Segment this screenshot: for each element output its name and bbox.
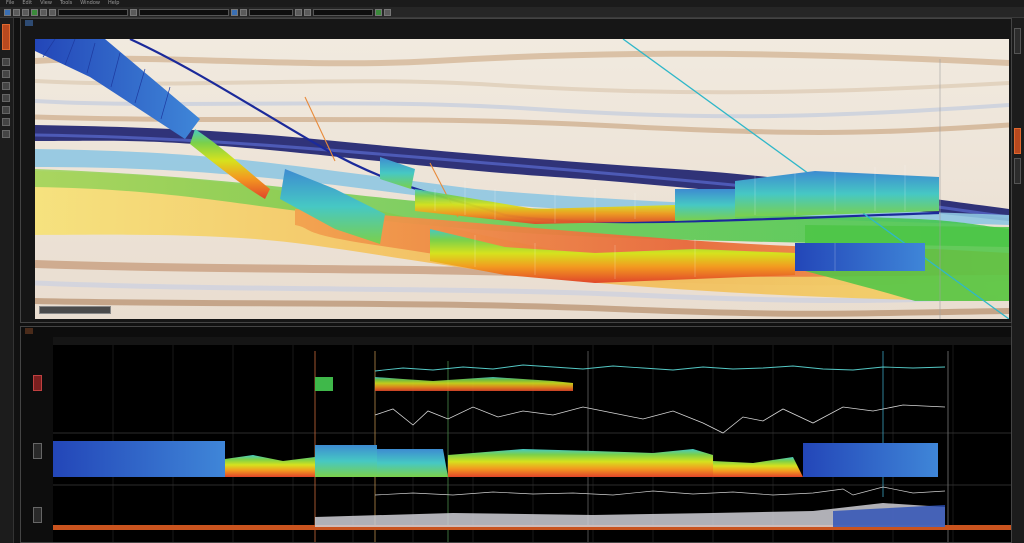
track1-green-block [315, 377, 333, 391]
track2-blue-block-left [53, 441, 225, 477]
menu-edit[interactable]: Edit [22, 0, 33, 6]
track3-blue-fill [833, 505, 945, 527]
measure-icon[interactable] [304, 8, 311, 16]
gamma-ray-curve [374, 364, 946, 372]
track3-base-fill [53, 525, 1011, 530]
draw-tool-icon[interactable] [2, 106, 10, 114]
track2-rainbow-low [225, 455, 315, 477]
zoom-tool-icon[interactable] [2, 70, 10, 78]
run-icon[interactable] [31, 8, 38, 16]
ruler-tool-icon[interactable] [2, 118, 10, 126]
density-curve [374, 486, 946, 496]
eraser-tool-icon[interactable] [2, 130, 10, 138]
grid-icon[interactable] [240, 8, 247, 16]
depth-grid [112, 345, 954, 542]
well-log-window [20, 326, 1012, 543]
blue-zone-band [35, 149, 1009, 225]
seismic-section-window [20, 18, 1012, 323]
track2-rainbow-low-2 [713, 457, 803, 477]
track2-cyan-block [315, 445, 377, 477]
log-curtain-upper [35, 39, 200, 139]
track-1-label[interactable] [33, 375, 42, 391]
menu-tools[interactable]: Tools [59, 0, 73, 6]
log-tracks-canvas[interactable] [53, 337, 1011, 542]
track-separators [53, 432, 1011, 486]
track2-blue-block-right [803, 443, 938, 477]
legend-tab[interactable] [1014, 158, 1021, 184]
track-3-label[interactable] [33, 507, 42, 523]
fault-line-2[interactable] [304, 96, 336, 162]
track1-fill [228, 377, 573, 391]
new-project-icon[interactable] [4, 8, 11, 16]
project-selector[interactable] [58, 8, 128, 16]
log-window-tab[interactable] [25, 328, 33, 334]
track-2-label[interactable] [33, 443, 42, 459]
track2-cyan-block-2 [377, 449, 448, 477]
survey-selector[interactable] [139, 8, 229, 16]
attribute-selector[interactable] [313, 8, 373, 16]
dark-reflector-band [35, 125, 1009, 221]
depth-ruler [53, 337, 1011, 345]
pan-tool-icon[interactable] [2, 82, 10, 90]
display-tab[interactable] [1014, 128, 1021, 154]
resistivity-curve [374, 404, 946, 434]
redo-icon[interactable] [49, 8, 56, 16]
right-panel-strip [1011, 18, 1024, 543]
menu-help[interactable]: Help [107, 0, 120, 6]
pointer-tool-icon[interactable] [2, 58, 10, 66]
layers-icon[interactable] [375, 8, 382, 16]
log-curtain-spikes-upper [42, 39, 171, 120]
log-curtain-rainbow [190, 129, 939, 283]
menu-window[interactable]: Window [80, 0, 100, 6]
open-icon[interactable] [13, 8, 20, 16]
scale-bar[interactable] [39, 306, 111, 314]
pick-tool-icon[interactable] [2, 94, 10, 102]
properties-tab[interactable] [1014, 28, 1021, 54]
menu-file[interactable]: File [6, 0, 15, 6]
menu-bar: File Edit View Tools Window Help [0, 0, 1024, 7]
track3-white-fill [315, 503, 945, 527]
log-curtain-spikes [434, 165, 906, 279]
menu-view[interactable]: View [40, 0, 52, 6]
help-icon[interactable] [384, 8, 391, 16]
zoom-field[interactable] [249, 8, 293, 16]
seismic-section-canvas[interactable] [35, 39, 1009, 319]
seismic-window-tab[interactable] [25, 20, 33, 26]
filter-icon[interactable] [295, 8, 302, 16]
main-toolbar [0, 7, 1024, 18]
settings-icon[interactable] [130, 8, 137, 16]
track2-rainbow-mid [448, 449, 713, 477]
undo-icon[interactable] [40, 8, 47, 16]
display-icon[interactable] [231, 8, 238, 16]
left-tool-strip [0, 18, 14, 543]
explorer-tab[interactable] [2, 24, 10, 50]
save-icon[interactable] [22, 8, 29, 16]
